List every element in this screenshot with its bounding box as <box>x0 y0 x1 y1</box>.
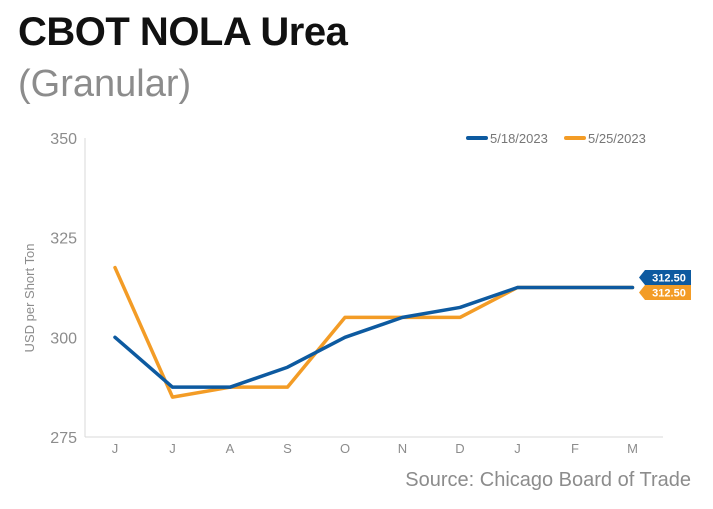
x-tick-label: J <box>169 441 176 456</box>
x-tick-label: J <box>514 441 521 456</box>
source-note: Source: Chicago Board of Trade <box>405 469 691 491</box>
x-tick-label: S <box>283 441 292 456</box>
y-tick-label: 350 <box>50 131 77 148</box>
y-tick-label: 300 <box>50 330 77 347</box>
end-value-label-2: 312.50 <box>652 288 686 300</box>
x-tick-label: A <box>226 441 235 456</box>
chart-subtitle: (Granular) <box>18 63 192 105</box>
x-tick-label: J <box>112 441 119 456</box>
x-tick-label: O <box>340 441 350 456</box>
x-tick-label: M <box>627 441 638 456</box>
x-tick-label: D <box>455 441 464 456</box>
legend-label-2: 5/25/2023 <box>588 131 646 146</box>
chart-title: CBOT NOLA Urea <box>18 10 348 54</box>
y-tick-label: 275 <box>50 430 77 447</box>
y-tick-label: 325 <box>50 231 77 248</box>
x-tick-label: N <box>398 441 407 456</box>
legend-label-1: 5/18/2023 <box>490 131 548 146</box>
series-line-1 <box>113 285 635 389</box>
x-tick-label: F <box>571 441 579 456</box>
end-value-tag-2 <box>639 285 691 300</box>
y-axis-label: USD per Short Ton <box>22 244 37 353</box>
end-value-label-1: 312.50 <box>652 273 686 285</box>
end-value-tag-1 <box>639 270 691 285</box>
